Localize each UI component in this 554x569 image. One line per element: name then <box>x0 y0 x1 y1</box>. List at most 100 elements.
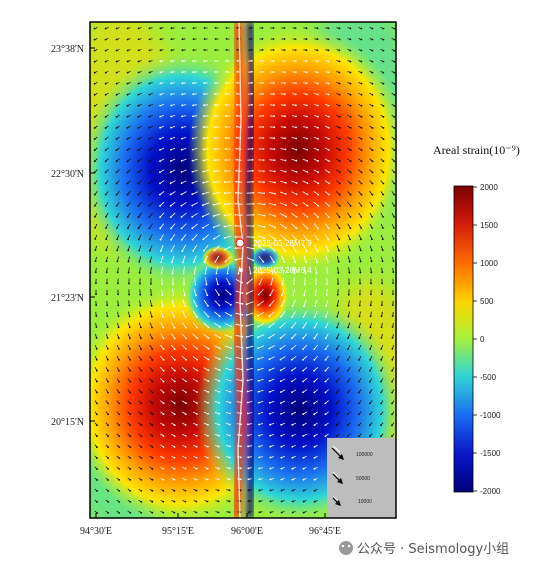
displacement-arrow <box>246 290 254 294</box>
displacement-arrowhead <box>206 478 209 481</box>
displacement-arrowhead <box>292 283 295 286</box>
displacement-arrowhead <box>129 490 132 492</box>
displacement-arrowhead <box>382 71 385 74</box>
displacement-arrowhead <box>337 272 340 274</box>
displacement-arrow <box>291 202 297 206</box>
displacement-arrowhead <box>192 126 194 129</box>
displacement-arrowhead <box>137 149 140 152</box>
displacement-arrowhead <box>95 337 98 339</box>
displacement-arrowhead <box>129 402 132 405</box>
displacement-arrowhead <box>251 169 254 172</box>
displacement-arrowhead <box>371 227 373 229</box>
displacement-arrowhead <box>316 71 319 74</box>
displacement-arrowhead <box>272 60 275 62</box>
displacement-arrowhead <box>360 149 363 152</box>
displacement-arrowhead <box>360 27 363 30</box>
displacement-arrowhead <box>349 127 352 129</box>
displacement-arrow <box>281 288 285 296</box>
displacement-arrowhead <box>360 127 363 129</box>
displacement-arrowhead <box>268 401 271 404</box>
displacement-arrowhead <box>137 193 140 196</box>
displacement-arrowhead <box>382 160 385 163</box>
displacement-arrow <box>304 266 306 274</box>
displacement-arrow <box>181 191 187 195</box>
displacement-arrowhead <box>128 326 131 329</box>
displacement-arrowhead <box>236 70 239 73</box>
displacement-arrowhead <box>93 82 96 85</box>
displacement-arrowhead <box>183 294 186 297</box>
displacement-arrowhead <box>225 104 227 106</box>
displacement-arrowhead <box>283 60 286 62</box>
displacement-arrowhead <box>218 347 221 350</box>
displacement-arrowhead <box>223 225 226 228</box>
displacement-arrowhead <box>290 358 293 361</box>
displacement-arrow <box>257 334 265 338</box>
displacement-arrowhead <box>173 316 176 318</box>
displacement-arrowhead <box>202 159 205 162</box>
displacement-arrowhead <box>161 305 164 307</box>
displacement-arrowhead <box>229 445 231 448</box>
displacement-arrowhead <box>380 435 382 438</box>
displacement-arrowhead <box>206 511 209 514</box>
displacement-arrowhead <box>93 105 96 107</box>
lon-tick-1: 94°30'E <box>80 526 112 537</box>
displacement-arrowhead <box>273 148 276 151</box>
displacement-arrowhead <box>129 446 132 448</box>
displacement-arrow <box>291 344 297 350</box>
displacement-arrowhead <box>328 149 330 151</box>
displacement-arrow <box>291 244 297 252</box>
displacement-arrowhead <box>115 38 118 41</box>
displacement-arrowhead <box>324 413 327 416</box>
displacement-arrowhead <box>228 500 231 503</box>
displacement-arrowhead <box>349 93 352 96</box>
displacement-arrow <box>257 311 265 317</box>
displacement-arrowhead <box>250 48 253 51</box>
displacement-arrowhead <box>191 193 194 196</box>
displacement-arrowhead <box>327 82 330 85</box>
displacement-arrowhead <box>117 315 120 318</box>
displacement-arrowhead <box>349 49 352 52</box>
displacement-arrowhead <box>349 38 352 41</box>
displacement-arrowhead <box>335 391 338 394</box>
displacement-arrow <box>205 266 207 274</box>
displacement-arrowhead <box>369 348 372 350</box>
displacement-arrowhead <box>291 434 294 437</box>
displacement-arrowhead <box>360 104 363 107</box>
displacement-arrowhead <box>224 159 227 161</box>
displacement-arrowhead <box>306 204 309 207</box>
displacement-arrowhead <box>358 369 360 372</box>
displacement-arrowhead <box>181 104 184 107</box>
displacement-arrowhead <box>393 171 396 174</box>
displacement-arrowhead <box>107 435 109 438</box>
displacement-arrow <box>326 288 328 296</box>
watermark: 公众号 · Seismology小组 <box>339 541 509 557</box>
displacement-arrow <box>170 212 176 218</box>
displacement-arrowhead <box>212 226 215 229</box>
displacement-arrowhead <box>105 227 107 229</box>
displacement-arrowhead <box>104 49 107 52</box>
displacement-arrowhead <box>349 160 352 163</box>
displacement-arrowhead <box>180 204 183 207</box>
displacement-arrow <box>213 234 221 240</box>
displacement-arrow <box>181 212 187 218</box>
displacement-arrowhead <box>325 315 327 318</box>
displacement-arrow <box>171 299 175 307</box>
displacement-arrow <box>302 201 308 207</box>
displacement-arrowhead <box>107 402 109 405</box>
displacement-arrowhead <box>263 192 266 195</box>
displacement-arrowhead <box>151 478 154 481</box>
displacement-arrowhead <box>285 193 287 195</box>
displacement-arrowhead <box>338 93 341 96</box>
displacement-arrow <box>191 212 199 218</box>
displacement-arrowhead <box>382 93 385 96</box>
displacement-arrowhead <box>338 38 341 41</box>
displacement-arrowhead <box>349 27 352 30</box>
displacement-arrowhead <box>285 204 287 207</box>
displacement-arrowhead <box>324 326 327 329</box>
displacement-arrow <box>269 288 275 296</box>
displacement-arrowhead <box>252 191 255 194</box>
displacement-arrowhead <box>325 294 328 296</box>
displacement-arrowhead <box>139 282 141 285</box>
displacement-arrow <box>224 203 232 205</box>
displacement-arrowhead <box>115 116 118 118</box>
